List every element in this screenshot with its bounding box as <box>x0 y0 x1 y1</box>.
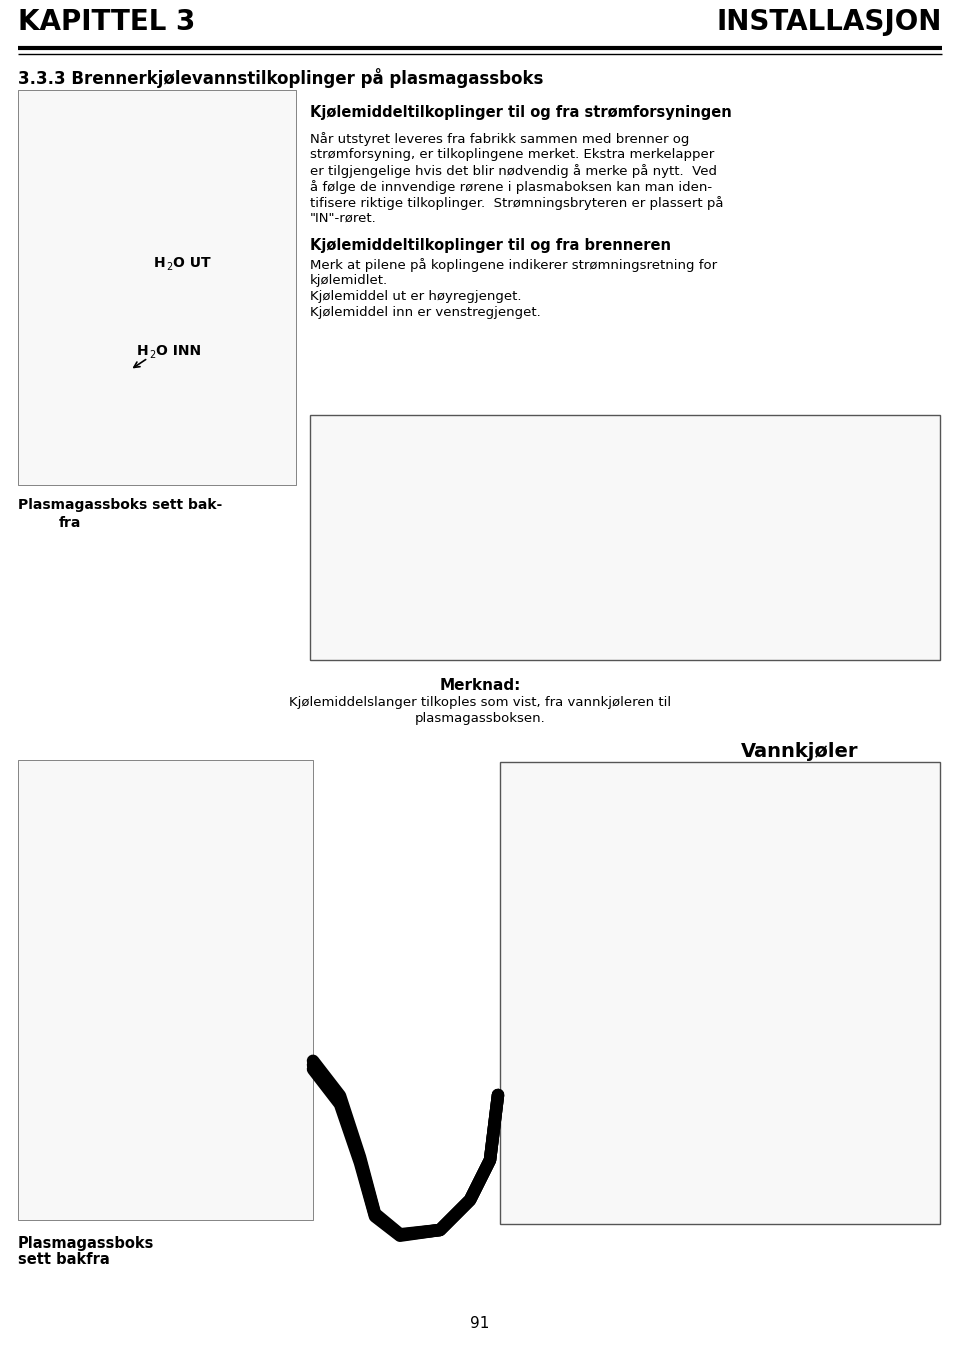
Text: plasmagassboksen.: plasmagassboksen. <box>415 712 545 725</box>
Text: å følge de innvendige rørene i plasmaboksen kan man iden-: å følge de innvendige rørene i plasmabok… <box>310 180 712 194</box>
Text: O UT: O UT <box>173 256 210 270</box>
Text: Kjølemiddelslanger tilkoples som vist, fra vannkjøleren til: Kjølemiddelslanger tilkoples som vist, f… <box>289 696 671 709</box>
Text: Når utstyret leveres fra fabrikk sammen med brenner og: Når utstyret leveres fra fabrikk sammen … <box>310 132 689 146</box>
Text: fra: fra <box>59 517 82 530</box>
Text: Kjølemiddeltilkoplinger til og fra brenneren: Kjølemiddeltilkoplinger til og fra brenn… <box>310 239 671 254</box>
Text: H: H <box>136 344 148 358</box>
Text: 2: 2 <box>166 262 172 273</box>
Text: O INN: O INN <box>156 344 202 358</box>
Bar <box>18 89 296 485</box>
Text: 91: 91 <box>470 1317 490 1332</box>
Text: Merk at pilene på koplingene indikerer strømningsretning for: Merk at pilene på koplingene indikerer s… <box>310 258 717 273</box>
Text: INSTALLASJON: INSTALLASJON <box>716 8 942 37</box>
Text: er tilgjengelige hvis det blir nødvendig å merke på nytt.  Ved: er tilgjengelige hvis det blir nødvendig… <box>310 164 717 178</box>
Text: kjølemidlet.: kjølemidlet. <box>310 274 388 287</box>
Bar <box>18 759 313 1220</box>
Text: 2: 2 <box>149 350 156 359</box>
Text: Merknad:: Merknad: <box>440 678 520 693</box>
Text: Kjølemiddel inn er venstregjenget.: Kjølemiddel inn er venstregjenget. <box>310 306 540 319</box>
Bar <box>500 762 940 1224</box>
Text: Kjølemiddeltilkoplinger til og fra strømforsyningen: Kjølemiddeltilkoplinger til og fra strøm… <box>310 104 732 119</box>
Text: Plasmagassboks sett bak-: Plasmagassboks sett bak- <box>18 498 223 513</box>
Text: Vannkjøler: Vannkjøler <box>741 742 859 761</box>
Text: strømforsyning, er tilkoplingene merket. Ekstra merkelapper: strømforsyning, er tilkoplingene merket.… <box>310 148 714 161</box>
Text: H: H <box>154 256 165 270</box>
Text: sett bakfra: sett bakfra <box>18 1252 109 1267</box>
Bar <box>310 415 940 660</box>
Text: tifisere riktige tilkoplinger.  Strømningsbryteren er plassert på: tifisere riktige tilkoplinger. Strømning… <box>310 197 724 210</box>
Text: "IN"-røret.: "IN"-røret. <box>310 212 376 225</box>
Text: KAPITTEL 3: KAPITTEL 3 <box>18 8 196 37</box>
Text: 3.3.3 Brennerkjølevannstilkoplinger på plasmagassboks: 3.3.3 Brennerkjølevannstilkoplinger på p… <box>18 68 543 88</box>
Text: Kjølemiddel ut er høyregjenget.: Kjølemiddel ut er høyregjenget. <box>310 290 521 302</box>
Text: Plasmagassboks: Plasmagassboks <box>18 1237 155 1252</box>
